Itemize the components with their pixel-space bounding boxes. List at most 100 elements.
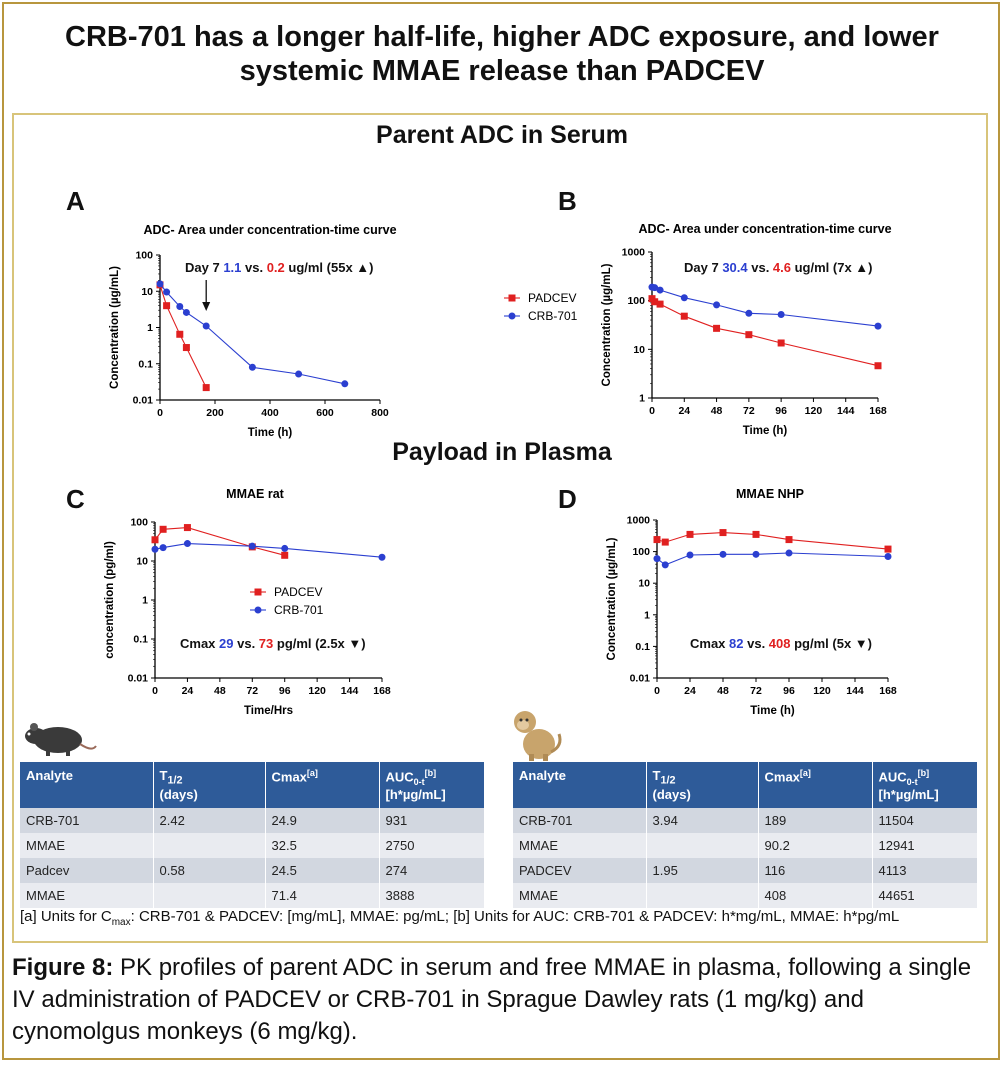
data-point [661, 538, 669, 546]
panel-label-d: D [558, 484, 577, 514]
header-analyte: Analyte [513, 762, 647, 808]
legend-label: CRB-701 [528, 309, 578, 323]
x-tick-label: 168 [879, 685, 897, 697]
x-tick-label: 0 [649, 405, 655, 417]
x-tick-label: 120 [308, 685, 326, 697]
x-axis-label: Time (h) [750, 705, 795, 717]
data-point [680, 312, 688, 320]
data-point [884, 545, 892, 553]
table-row: MMAE 32.5 2750 [20, 833, 485, 858]
x-tick-label: 0 [152, 685, 158, 697]
chart-annotation: Cmax 29 vs. 73 pg/ml (2.5x ▼) [180, 636, 366, 651]
y-tick-label: 0.01 [630, 673, 651, 685]
y-tick-label: 1 [639, 393, 645, 405]
y-tick-label: 1000 [622, 247, 646, 259]
x-tick-label: 24 [684, 685, 696, 697]
data-point [651, 284, 659, 292]
data-point [202, 322, 210, 330]
table-row: MMAE 408 44651 [513, 883, 978, 908]
series-crb-701 [151, 540, 386, 561]
x-axis-label: Time (h) [743, 425, 788, 437]
data-point [656, 286, 664, 294]
header-auc: AUC0-t[b] [h*µg/mL] [872, 762, 978, 808]
x-tick-label: 96 [279, 685, 291, 697]
cell: 931 [379, 808, 485, 833]
header-auc: AUC0-t[b] [h*µg/mL] [379, 762, 485, 808]
y-axis-label: concentration (pg/ml) [104, 541, 116, 659]
cell [153, 833, 266, 858]
charts-canvas: ADC- Area under concentration-time curve… [104, 222, 897, 717]
x-axis-label: Time/Hrs [244, 705, 293, 717]
y-tick-label: 0.1 [133, 634, 148, 646]
header-t-half: T1/2 (days) [646, 762, 759, 808]
y-axis-label: Concentration (µg/mL) [109, 266, 121, 389]
day7-arrow-head [202, 302, 211, 311]
x-tick-label: 800 [371, 407, 389, 419]
data-point [686, 530, 694, 538]
data-point [713, 324, 721, 332]
x-tick-label: 144 [837, 405, 855, 417]
data-point [719, 529, 727, 537]
y-tick-label: 0.01 [128, 673, 149, 685]
x-tick-label: 48 [711, 405, 723, 417]
cell: 2750 [379, 833, 485, 858]
table-row: MMAE 90.2 12941 [513, 833, 978, 858]
data-point [182, 344, 190, 352]
x-tick-label: 48 [214, 685, 226, 697]
data-point [176, 330, 184, 338]
legend-marker [254, 588, 262, 596]
series-padcev [648, 295, 882, 370]
y-tick-label: 1000 [627, 515, 651, 527]
data-point [745, 309, 753, 317]
chart-legend: PADCEV CRB-701 [504, 291, 578, 323]
chart-title: ADC- Area under concentration-time curve [143, 223, 396, 237]
x-tick-label: 144 [846, 685, 864, 697]
cell: 11504 [872, 808, 978, 833]
chart-panel-c: MMAE rat 0.01 0.1 1 10 100 0 24 48 72 96 120 144 168 T… [104, 487, 391, 717]
x-tick-label: 400 [261, 407, 279, 419]
table-footnote: [a] Units for Cmax: CRB-701 & PADCEV: [m… [20, 908, 900, 928]
data-point [151, 545, 159, 553]
data-point [752, 530, 760, 538]
figure-title: CRB-701 has a longer half-life, higher A… [65, 21, 939, 87]
x-tick-label: 72 [246, 685, 258, 697]
data-point [248, 363, 256, 371]
cell: MMAE [20, 833, 154, 858]
x-tick-label: 24 [182, 685, 194, 697]
y-tick-label: 1 [147, 322, 153, 334]
data-point [163, 302, 171, 310]
legend-label: PADCEV [274, 585, 322, 599]
x-tick-label: 200 [206, 407, 224, 419]
data-point [281, 544, 289, 552]
data-point [785, 549, 793, 557]
data-point [785, 536, 793, 544]
cell: PADCEV [513, 858, 647, 883]
y-tick-label: 10 [633, 344, 645, 356]
x-tick-label: 0 [654, 685, 660, 697]
data-point [151, 536, 159, 544]
data-point [159, 525, 167, 533]
chart-legend: PADCEV CRB-701 [250, 585, 324, 617]
data-point [183, 524, 191, 532]
data-point [653, 536, 661, 544]
cell: 3888 [379, 883, 485, 908]
table-row: MMAE 71.4 3888 [20, 883, 485, 908]
data-point [651, 298, 659, 306]
cell: 4113 [872, 858, 978, 883]
cell: 274 [379, 858, 485, 883]
cell: CRB-701 [20, 808, 154, 833]
nhp-pk-table: Analyte T1/2 (days) Cmax[a] AUC0-t[b] [h*µ… [513, 762, 978, 908]
chart-annotation: Day 7 30.4 vs. 4.6 ug/ml (7x ▲) [684, 260, 873, 275]
series-crb-701 [653, 549, 892, 569]
y-tick-label: 0.1 [635, 641, 650, 653]
data-point [777, 310, 785, 318]
figure-caption: Figure 8: PK profiles of parent ADC in s… [12, 954, 972, 1045]
table-row: CRB-701 3.94 189 11504 [513, 808, 978, 833]
table-header-row: Analyte T1/2 (days) Cmax[a] AUC0-t[b] [h*µ… [513, 762, 978, 808]
data-point [248, 542, 256, 550]
chart-title: MMAE rat [226, 487, 284, 501]
monkey-icon [514, 711, 562, 761]
cell: MMAE [513, 833, 647, 858]
data-point [281, 551, 289, 559]
data-point [874, 362, 882, 370]
